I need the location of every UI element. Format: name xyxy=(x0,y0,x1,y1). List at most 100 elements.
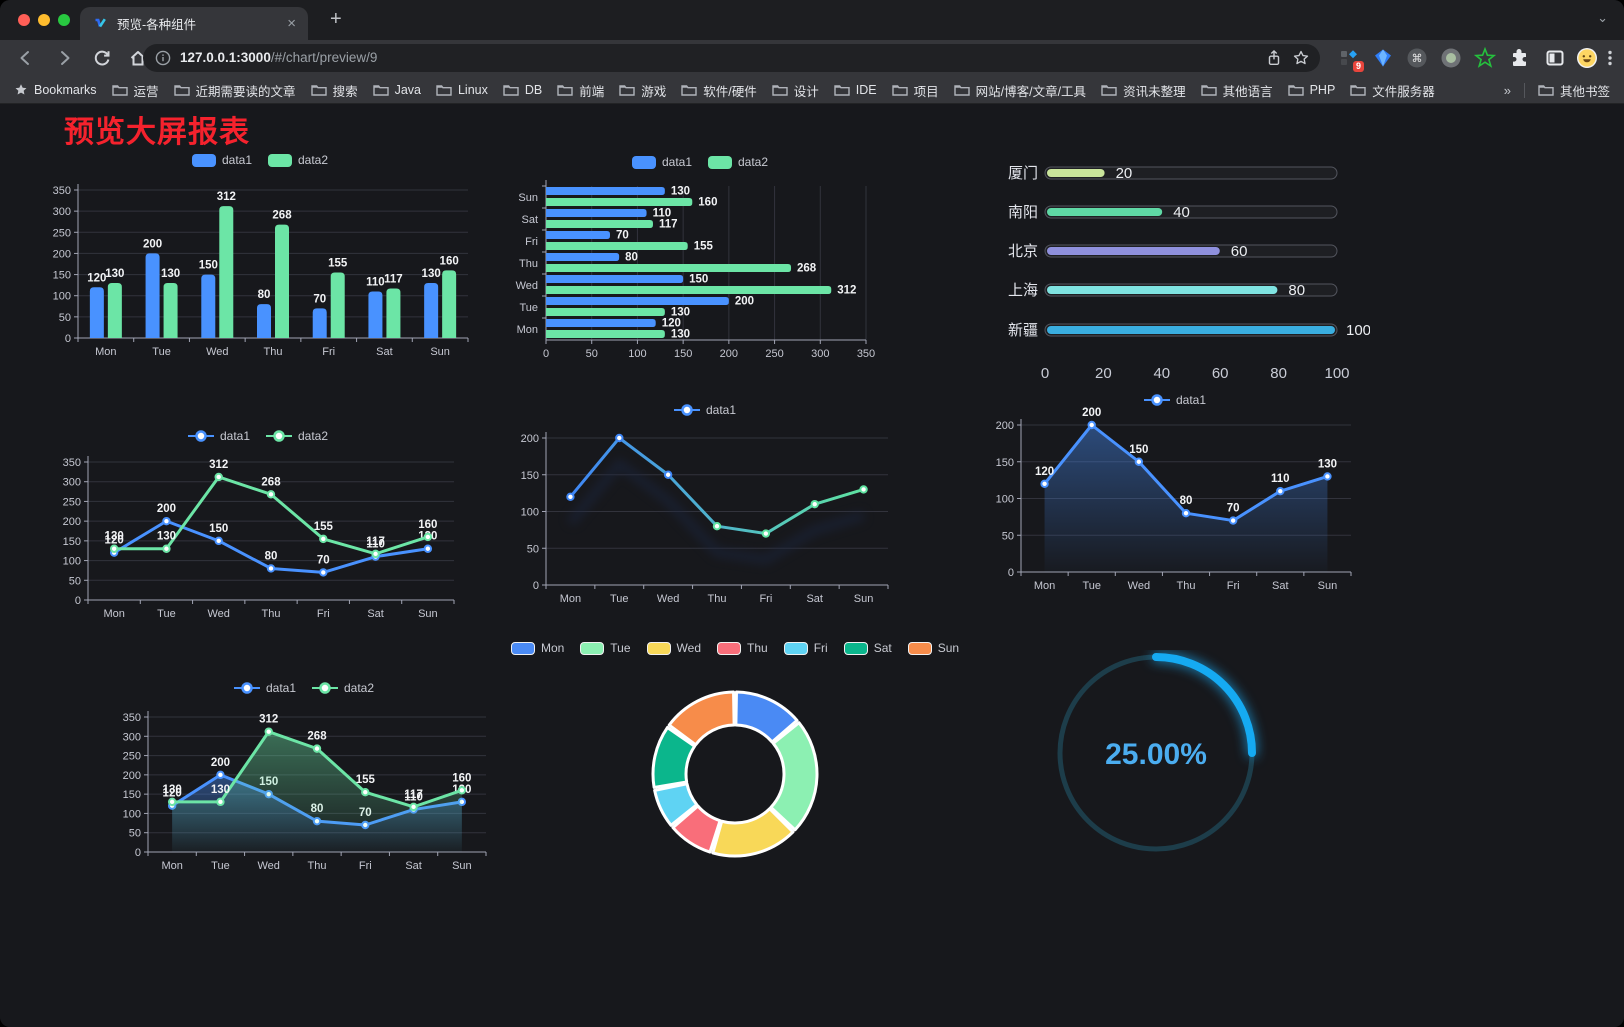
legend-item[interactable]: data1 xyxy=(673,403,736,417)
grouped-bar-chart[interactable]: data1 data2 0 50 100 150 200 250 300 350 Mon Tue Wed… xyxy=(40,150,480,362)
svg-text:300: 300 xyxy=(53,206,71,218)
bookmark-folder[interactable]: Java xyxy=(372,83,421,97)
svg-text:80: 80 xyxy=(265,550,278,562)
legend-label: Tue xyxy=(610,641,631,655)
share-icon[interactable] xyxy=(1265,49,1283,67)
legend-item[interactable]: data1 xyxy=(233,681,296,695)
two-series-line-chart[interactable]: data1 data2 0 50 100 150 200 250 300 350 Mon Tue Wed… xyxy=(48,426,468,636)
other-bookmarks[interactable]: 其他书签 xyxy=(1538,81,1610,100)
legend-item[interactable]: Sat xyxy=(843,641,892,655)
legend-item[interactable]: Sun xyxy=(907,641,959,655)
bookmarks-manager-item[interactable]: Bookmarks xyxy=(14,83,97,97)
side-panel-icon[interactable] xyxy=(1544,47,1566,69)
bookmark-folder[interactable]: 项目 xyxy=(891,81,939,100)
new-tab-button[interactable]: + xyxy=(330,8,342,30)
extension-gem-icon[interactable] xyxy=(1372,47,1394,69)
svg-text:150: 150 xyxy=(63,536,81,548)
bookmark-folder[interactable]: 软件/硬件 xyxy=(681,81,757,100)
address-bar[interactable]: 127.0.0.1:3000/#/chart/preview/9 xyxy=(143,44,1320,72)
bookmark-folder[interactable]: DB xyxy=(503,83,542,97)
two-series-area-chart[interactable]: data1 data2 0 50 100 150 200 250 300 350 Mon Tue Wed… xyxy=(108,678,500,886)
legend-marker xyxy=(708,155,732,169)
extensions-puzzle-icon[interactable] xyxy=(1508,47,1530,69)
menu-kebab-icon[interactable] xyxy=(1606,47,1614,69)
bookmark-folder[interactable]: 前端 xyxy=(557,81,604,100)
legend-item[interactable]: Wed xyxy=(646,641,701,655)
legend-item[interactable]: data2 xyxy=(266,429,328,443)
bookmark-folder[interactable]: 游戏 xyxy=(619,81,666,100)
bookmarks-overflow-chevron[interactable]: » xyxy=(1503,82,1511,98)
extension-star-icon[interactable] xyxy=(1474,47,1496,69)
legend-item[interactable]: data1 xyxy=(631,155,692,169)
bookmark-folder[interactable]: 资讯未整理 xyxy=(1101,81,1186,100)
gradient-line-chart[interactable]: data1 0 50 100 150 200 Mon Tue Wed Thu Fri Sat Sun xyxy=(510,400,900,608)
extension-command-icon[interactable]: ⌘ xyxy=(1406,47,1428,69)
legend-item[interactable]: data1 xyxy=(187,429,250,443)
bookmark-folder[interactable]: 网站/博客/文章/工具 xyxy=(953,81,1086,100)
svg-text:Wed: Wed xyxy=(657,593,679,605)
svg-text:Sun: Sun xyxy=(452,860,472,872)
legend-label: data1 xyxy=(1175,393,1207,407)
tab-close-icon[interactable]: × xyxy=(287,15,296,32)
donut-chart[interactable]: Mon Tue Wed Thu Fri Sat Sun xyxy=(510,638,959,900)
bookmark-folder[interactable]: 近期需要读的文章 xyxy=(173,81,296,100)
bookmark-label: PHP xyxy=(1309,83,1336,97)
minimize-window-button[interactable] xyxy=(38,14,50,26)
legend-label: data2 xyxy=(298,153,329,167)
legend-item[interactable]: Thu xyxy=(717,641,768,655)
svg-text:200: 200 xyxy=(143,238,162,250)
svg-text:Mon: Mon xyxy=(1034,580,1055,592)
progress-bar-chart[interactable]: 厦门 20 南阳 40 北京 60 上海 80 新疆 100 0 20 40 60 80 100 xyxy=(988,150,1370,390)
horizontal-bar-chart[interactable]: data1 data2 0 50 100 150 200 250 300 350 Mon Tue Wed… xyxy=(500,152,900,366)
bookmark-folder[interactable]: Linux xyxy=(436,83,488,97)
svg-text:130: 130 xyxy=(671,307,690,319)
window-controls[interactable] xyxy=(18,14,70,26)
profile-avatar[interactable] xyxy=(1576,47,1598,69)
svg-text:200: 200 xyxy=(521,433,539,445)
legend-item[interactable]: data1 xyxy=(191,153,252,167)
svg-text:Wed: Wed xyxy=(208,608,230,620)
bookmark-star-icon[interactable] xyxy=(1292,49,1310,67)
legend-item[interactable]: data2 xyxy=(708,155,768,169)
bookmark-label: 设计 xyxy=(793,84,819,99)
extension-dot-icon[interactable] xyxy=(1440,47,1462,69)
svg-text:80: 80 xyxy=(625,252,638,264)
bookmark-folder[interactable]: 运营 xyxy=(111,81,159,100)
legend-item[interactable]: Tue xyxy=(580,641,631,655)
bookmark-folder[interactable]: IDE xyxy=(834,83,877,97)
svg-text:200: 200 xyxy=(123,770,141,782)
bookmark-label: 项目 xyxy=(913,84,939,99)
bookmark-folder[interactable]: PHP xyxy=(1287,83,1336,97)
legend-marker xyxy=(783,641,808,655)
site-info-icon[interactable] xyxy=(155,50,171,66)
legend-item[interactable]: Mon xyxy=(510,641,564,655)
area-line-chart[interactable]: data1 0 50 100 150 200 Mon Tue Wed Thu Fri Sat Sun 12… xyxy=(985,390,1365,596)
legend-item[interactable]: Fri xyxy=(783,641,828,655)
reload-button[interactable] xyxy=(92,48,112,68)
legend-item[interactable]: data2 xyxy=(268,153,328,167)
chart-legend: data1 data2 xyxy=(108,681,500,695)
svg-text:Fri: Fri xyxy=(317,608,330,620)
bookmark-folder[interactable]: 文件服务器 xyxy=(1350,81,1435,100)
bookmark-folder[interactable]: 设计 xyxy=(772,81,819,100)
bookmark-folder[interactable]: 搜索 xyxy=(310,81,358,100)
legend-marker xyxy=(717,641,741,655)
extension-tab-manager-icon[interactable]: 9 xyxy=(1338,47,1364,72)
folder-icon xyxy=(173,85,190,96)
browser-tab[interactable]: 预览-各种组件 × xyxy=(80,7,308,40)
svg-text:268: 268 xyxy=(272,210,292,222)
legend-item[interactable]: data2 xyxy=(312,681,374,695)
maximize-window-button[interactable] xyxy=(58,14,70,26)
back-button[interactable] xyxy=(16,48,36,68)
home-button[interactable] xyxy=(128,48,148,68)
legend-item[interactable]: data1 xyxy=(1143,393,1207,407)
svg-text:160: 160 xyxy=(440,255,459,267)
svg-text:110: 110 xyxy=(404,792,423,804)
svg-text:155: 155 xyxy=(356,774,376,786)
forward-button[interactable] xyxy=(54,48,74,68)
close-window-button[interactable] xyxy=(18,14,30,26)
bookmark-folder[interactable]: 其他语言 xyxy=(1200,81,1273,100)
bookmarks-list: Bookmarks 运营 近期需要读的文章 搜索 Java Linux DB 前端 游戏 软件/… xyxy=(14,81,1494,100)
progress-gauge[interactable]: 25.00% xyxy=(1040,650,1272,858)
chevron-down-icon[interactable]: ⌄ xyxy=(1597,10,1608,25)
